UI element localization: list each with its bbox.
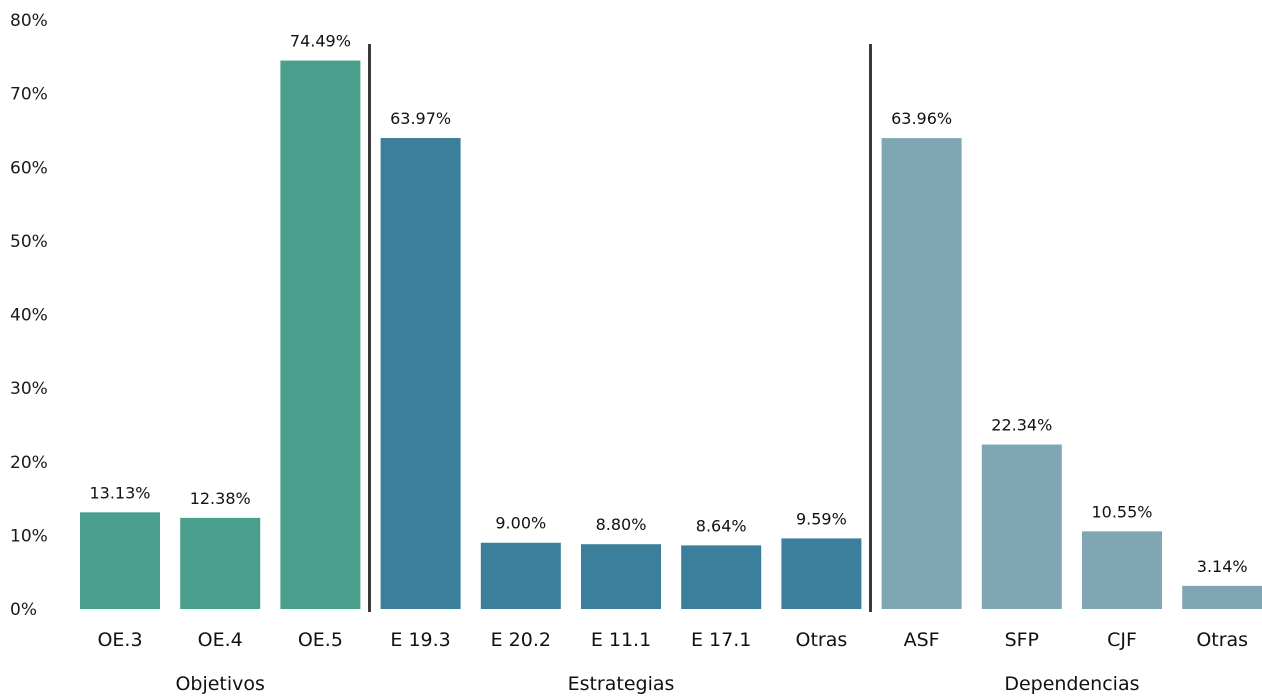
category-label: SFP: [1005, 629, 1039, 651]
bar-value-label: 22.34%: [991, 416, 1052, 435]
category-label: E 17.1: [691, 629, 751, 651]
bar: [581, 544, 661, 609]
y-tick-label: 60%: [10, 158, 48, 178]
bar: [280, 60, 361, 609]
bar-value-label: 9.59%: [796, 509, 847, 528]
y-axis: 0% 10% 20% 30% 40% 50% 60% 70% 80%: [10, 11, 48, 620]
category-label: E 11.1: [591, 629, 651, 651]
y-tick-label: 80%: [10, 11, 48, 31]
y-tick-label: 70%: [10, 85, 48, 105]
bar-value-label: 63.97%: [390, 109, 451, 128]
category-label: OE.4: [198, 629, 243, 651]
category-label: OE.5: [298, 629, 343, 651]
bar: [881, 138, 962, 610]
category-label: Otras: [1196, 629, 1248, 651]
bar: [380, 138, 461, 609]
group-label: Dependencias: [1004, 673, 1139, 695]
y-tick-label: 0%: [10, 600, 37, 620]
bar: [1082, 531, 1162, 609]
category-label: Otras: [796, 629, 848, 651]
bar: [180, 517, 261, 609]
bar-value-label: 63.96%: [891, 109, 952, 128]
bar-value-label: 3.14%: [1197, 557, 1248, 576]
bar: [681, 545, 762, 609]
group-label: Objetivos: [175, 673, 264, 695]
bar-value-label: 8.64%: [696, 516, 747, 535]
bar-value-label: 9.00%: [495, 514, 546, 533]
bar-value-label: 13.13%: [89, 483, 150, 502]
bar: [1182, 585, 1262, 609]
bar-value-label: 12.38%: [190, 489, 251, 508]
bar-value-label: 8.80%: [596, 515, 647, 534]
y-tick-label: 30%: [10, 379, 48, 399]
category-label: ASF: [904, 629, 940, 651]
y-tick-label: 40%: [10, 306, 48, 326]
category-label: E 19.3: [390, 629, 450, 651]
group-dividers: [368, 44, 872, 612]
category-label: CJF: [1107, 629, 1137, 651]
category-label: OE.3: [97, 629, 142, 651]
category-label: E 20.2: [491, 629, 551, 651]
bar-value-label: 74.49%: [290, 32, 351, 51]
bar: [781, 538, 862, 609]
y-tick-label: 20%: [10, 453, 48, 473]
bar-value-label: 10.55%: [1091, 502, 1152, 521]
bar: [981, 444, 1062, 609]
category-labels: 13.13% OE.3 12.38% OE.4 74.49% OE.5 63.97% E 19…: [89, 32, 1248, 651]
y-tick-label: 10%: [10, 526, 48, 546]
bar: [480, 542, 561, 609]
group-labels: Objetivos Estrategias Dependencias: [175, 673, 1139, 695]
group-label: Estrategias: [568, 673, 675, 695]
bars: [80, 60, 1262, 610]
bar: [80, 512, 160, 609]
y-tick-label: 50%: [10, 232, 48, 252]
